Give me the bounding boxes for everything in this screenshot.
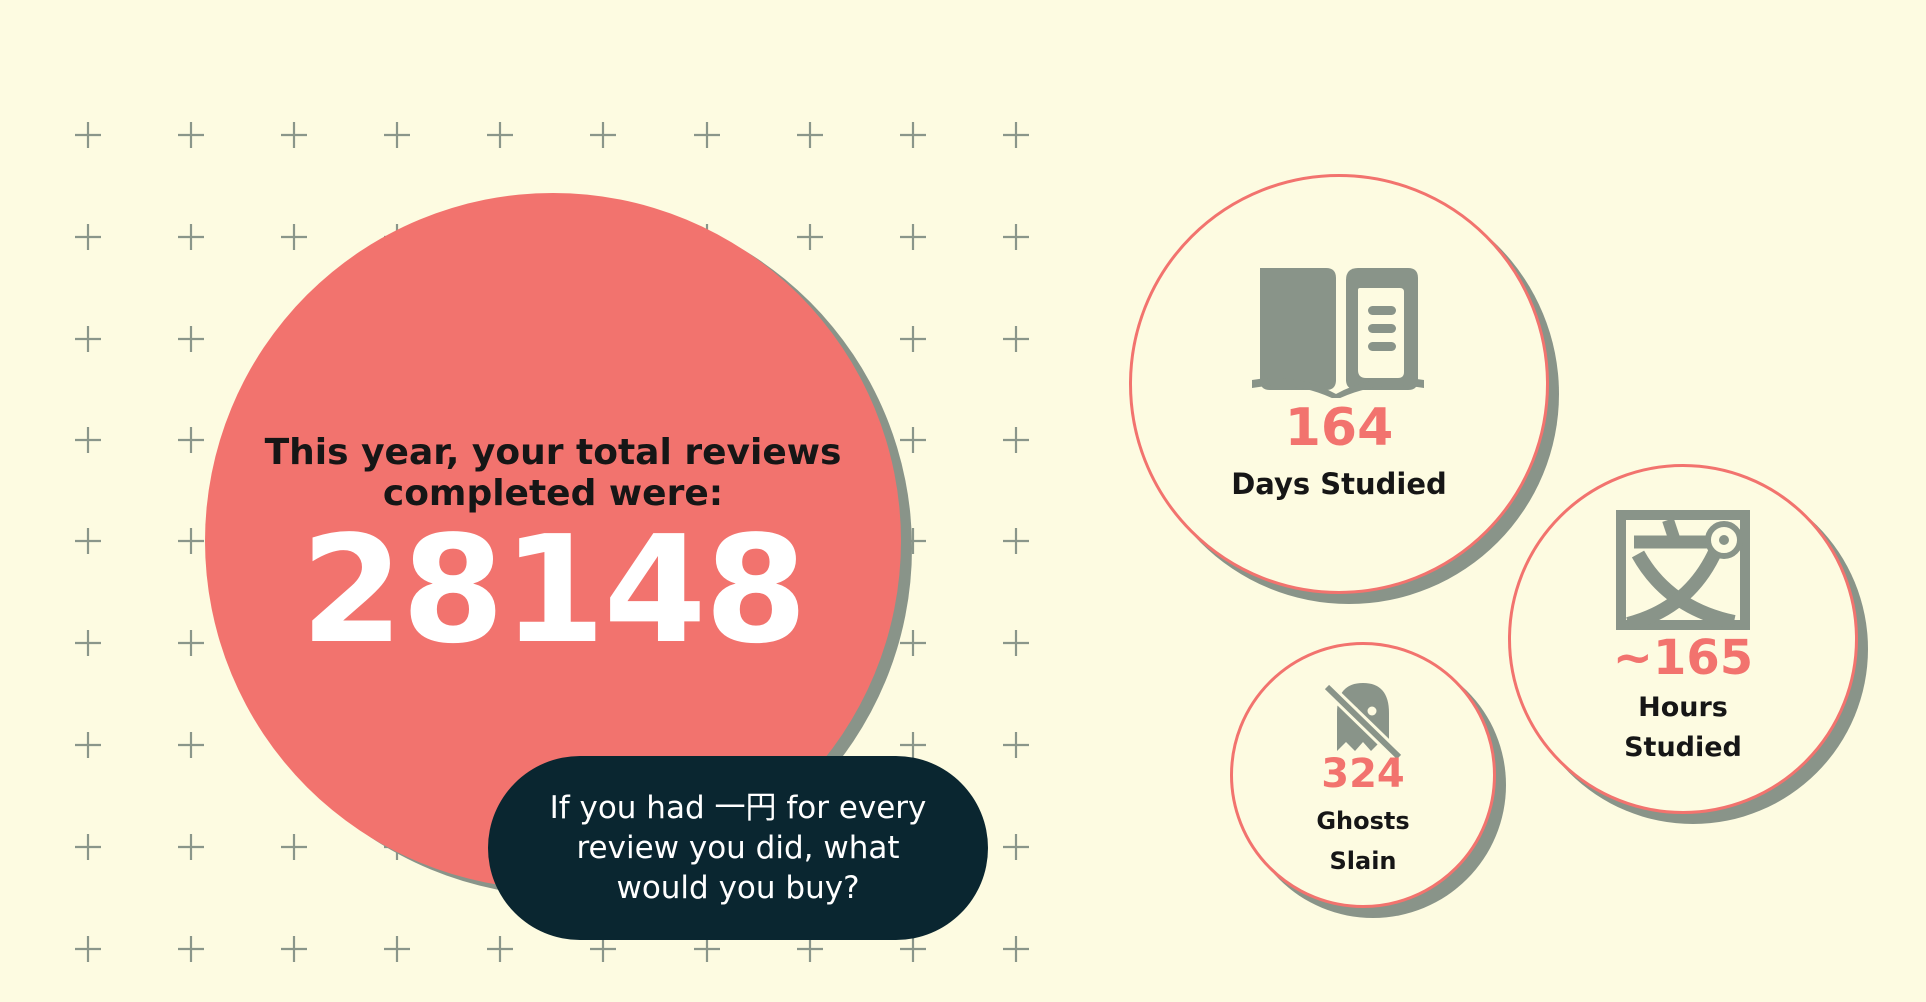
plus-mark	[178, 528, 204, 554]
plus-mark	[1003, 630, 1029, 656]
plus-mark	[1003, 224, 1029, 250]
plus-mark	[75, 630, 101, 656]
ghost-slash-icon	[1322, 682, 1404, 759]
days-studied-label: Days Studied	[1231, 467, 1447, 501]
plus-mark	[281, 936, 307, 962]
hours-studied-label: Hours Studied	[1624, 692, 1742, 763]
callout-bubble: If you had 一円 for every review you did, …	[488, 756, 988, 940]
plus-mark	[590, 122, 616, 148]
plus-mark	[694, 122, 720, 148]
plus-mark	[1003, 528, 1029, 554]
plus-mark	[281, 224, 307, 250]
plus-mark	[178, 122, 204, 148]
kanji-icon	[1616, 510, 1750, 630]
plus-mark	[797, 936, 823, 962]
book-icon	[1252, 268, 1424, 398]
plus-mark	[75, 732, 101, 758]
plus-mark	[1003, 936, 1029, 962]
plus-mark	[75, 834, 101, 860]
plus-mark	[797, 122, 823, 148]
plus-mark	[590, 936, 616, 962]
ghosts-slain-value: 324	[1321, 751, 1405, 797]
plus-mark	[178, 326, 204, 352]
plus-mark	[75, 326, 101, 352]
plus-mark	[487, 122, 513, 148]
plus-mark	[900, 732, 926, 758]
plus-mark	[900, 122, 926, 148]
hours-stat-circle	[1508, 464, 1858, 814]
plus-mark	[178, 732, 204, 758]
plus-mark	[1003, 122, 1029, 148]
plus-mark	[1003, 732, 1029, 758]
plus-mark	[75, 224, 101, 250]
plus-mark	[900, 630, 926, 656]
plus-mark	[1003, 834, 1029, 860]
days-stat-circle	[1129, 174, 1549, 594]
plus-mark	[384, 936, 410, 962]
plus-mark	[75, 936, 101, 962]
ghosts-slain-label: Ghosts Slain	[1316, 807, 1410, 875]
plus-mark	[178, 834, 204, 860]
total-reviews-lead-text: This year, your total reviews completed …	[264, 432, 842, 514]
plus-mark	[1003, 326, 1029, 352]
plus-mark	[1003, 427, 1029, 453]
plus-mark	[487, 936, 513, 962]
plus-mark	[900, 427, 926, 453]
plus-mark	[900, 326, 926, 352]
callout-text: If you had 一円 for every review you did, …	[549, 790, 927, 906]
plus-mark	[281, 834, 307, 860]
plus-mark	[900, 224, 926, 250]
plus-mark	[178, 936, 204, 962]
days-studied-value: 164	[1284, 398, 1394, 458]
hours-studied-value: ~165	[1612, 630, 1754, 686]
plus-mark	[384, 122, 410, 148]
plus-mark	[75, 528, 101, 554]
plus-mark	[694, 936, 720, 962]
plus-mark	[178, 224, 204, 250]
plus-mark	[797, 224, 823, 250]
plus-mark	[281, 122, 307, 148]
plus-mark	[75, 122, 101, 148]
plus-mark	[178, 630, 204, 656]
total-reviews-number: 28148	[300, 504, 808, 676]
plus-mark	[900, 936, 926, 962]
plus-mark	[178, 427, 204, 453]
plus-mark	[75, 427, 101, 453]
